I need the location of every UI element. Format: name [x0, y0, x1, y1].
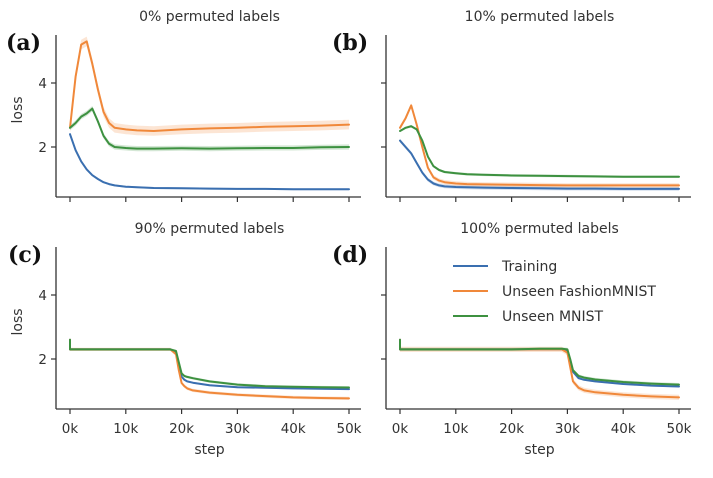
y-axis-label: loss	[10, 308, 26, 335]
legend: Training Unseen FashionMNIST Unseen MNIST	[453, 259, 656, 325]
panel-title: 10% permuted labels	[465, 9, 615, 25]
x-tick-label: 10k	[443, 421, 468, 437]
x-tick-label: 40k	[281, 421, 306, 437]
legend-label: Unseen FashionMNIST	[502, 284, 656, 300]
panel-label: (a)	[6, 30, 41, 56]
legend-label: Unseen MNIST	[502, 309, 604, 325]
x-tick-label: 30k	[555, 421, 580, 437]
x-tick-label: 20k	[499, 421, 524, 437]
panel-label: (d)	[332, 242, 368, 268]
y-tick-label: 4	[38, 76, 47, 92]
x-tick-label: 20k	[169, 421, 194, 437]
panel-title: 90% permuted labels	[135, 221, 285, 237]
x-tick-label: 50k	[337, 421, 362, 437]
x-tick-label: 30k	[225, 421, 250, 437]
plot-area	[69, 338, 350, 400]
panel-label: (b)	[332, 30, 368, 56]
plot-area	[69, 36, 350, 191]
x-axis-label: step	[524, 442, 554, 458]
y-tick-label: 4	[38, 288, 47, 304]
panel-a: 0% permuted labels (a) 2 4 loss	[6, 9, 361, 202]
x-tick-label: 0k	[62, 421, 79, 437]
legend-label: Training	[501, 259, 557, 275]
panel-label: (c)	[8, 242, 42, 268]
x-tick-label: 10k	[113, 421, 138, 437]
panel-title: 0% permuted labels	[139, 9, 280, 25]
x-tick-label: 0k	[392, 421, 409, 437]
plot-area	[399, 337, 680, 400]
plot-area	[399, 103, 680, 191]
panel-d: 100% permuted labels (d) 0k 10k 20k 30k 40k 50k…	[332, 221, 692, 458]
y-tick-label: 2	[38, 352, 47, 368]
x-tick-label: 50k	[667, 421, 692, 437]
x-axis-label: step	[194, 442, 224, 458]
x-tick-label: 40k	[611, 421, 636, 437]
panel-b: 10% permuted labels (b)	[332, 9, 691, 202]
panel-title: 100% permuted labels	[460, 221, 619, 237]
y-tick-label: 2	[38, 140, 47, 156]
y-axis-label: loss	[10, 96, 26, 123]
series-line-unseen-mnist	[399, 338, 680, 386]
